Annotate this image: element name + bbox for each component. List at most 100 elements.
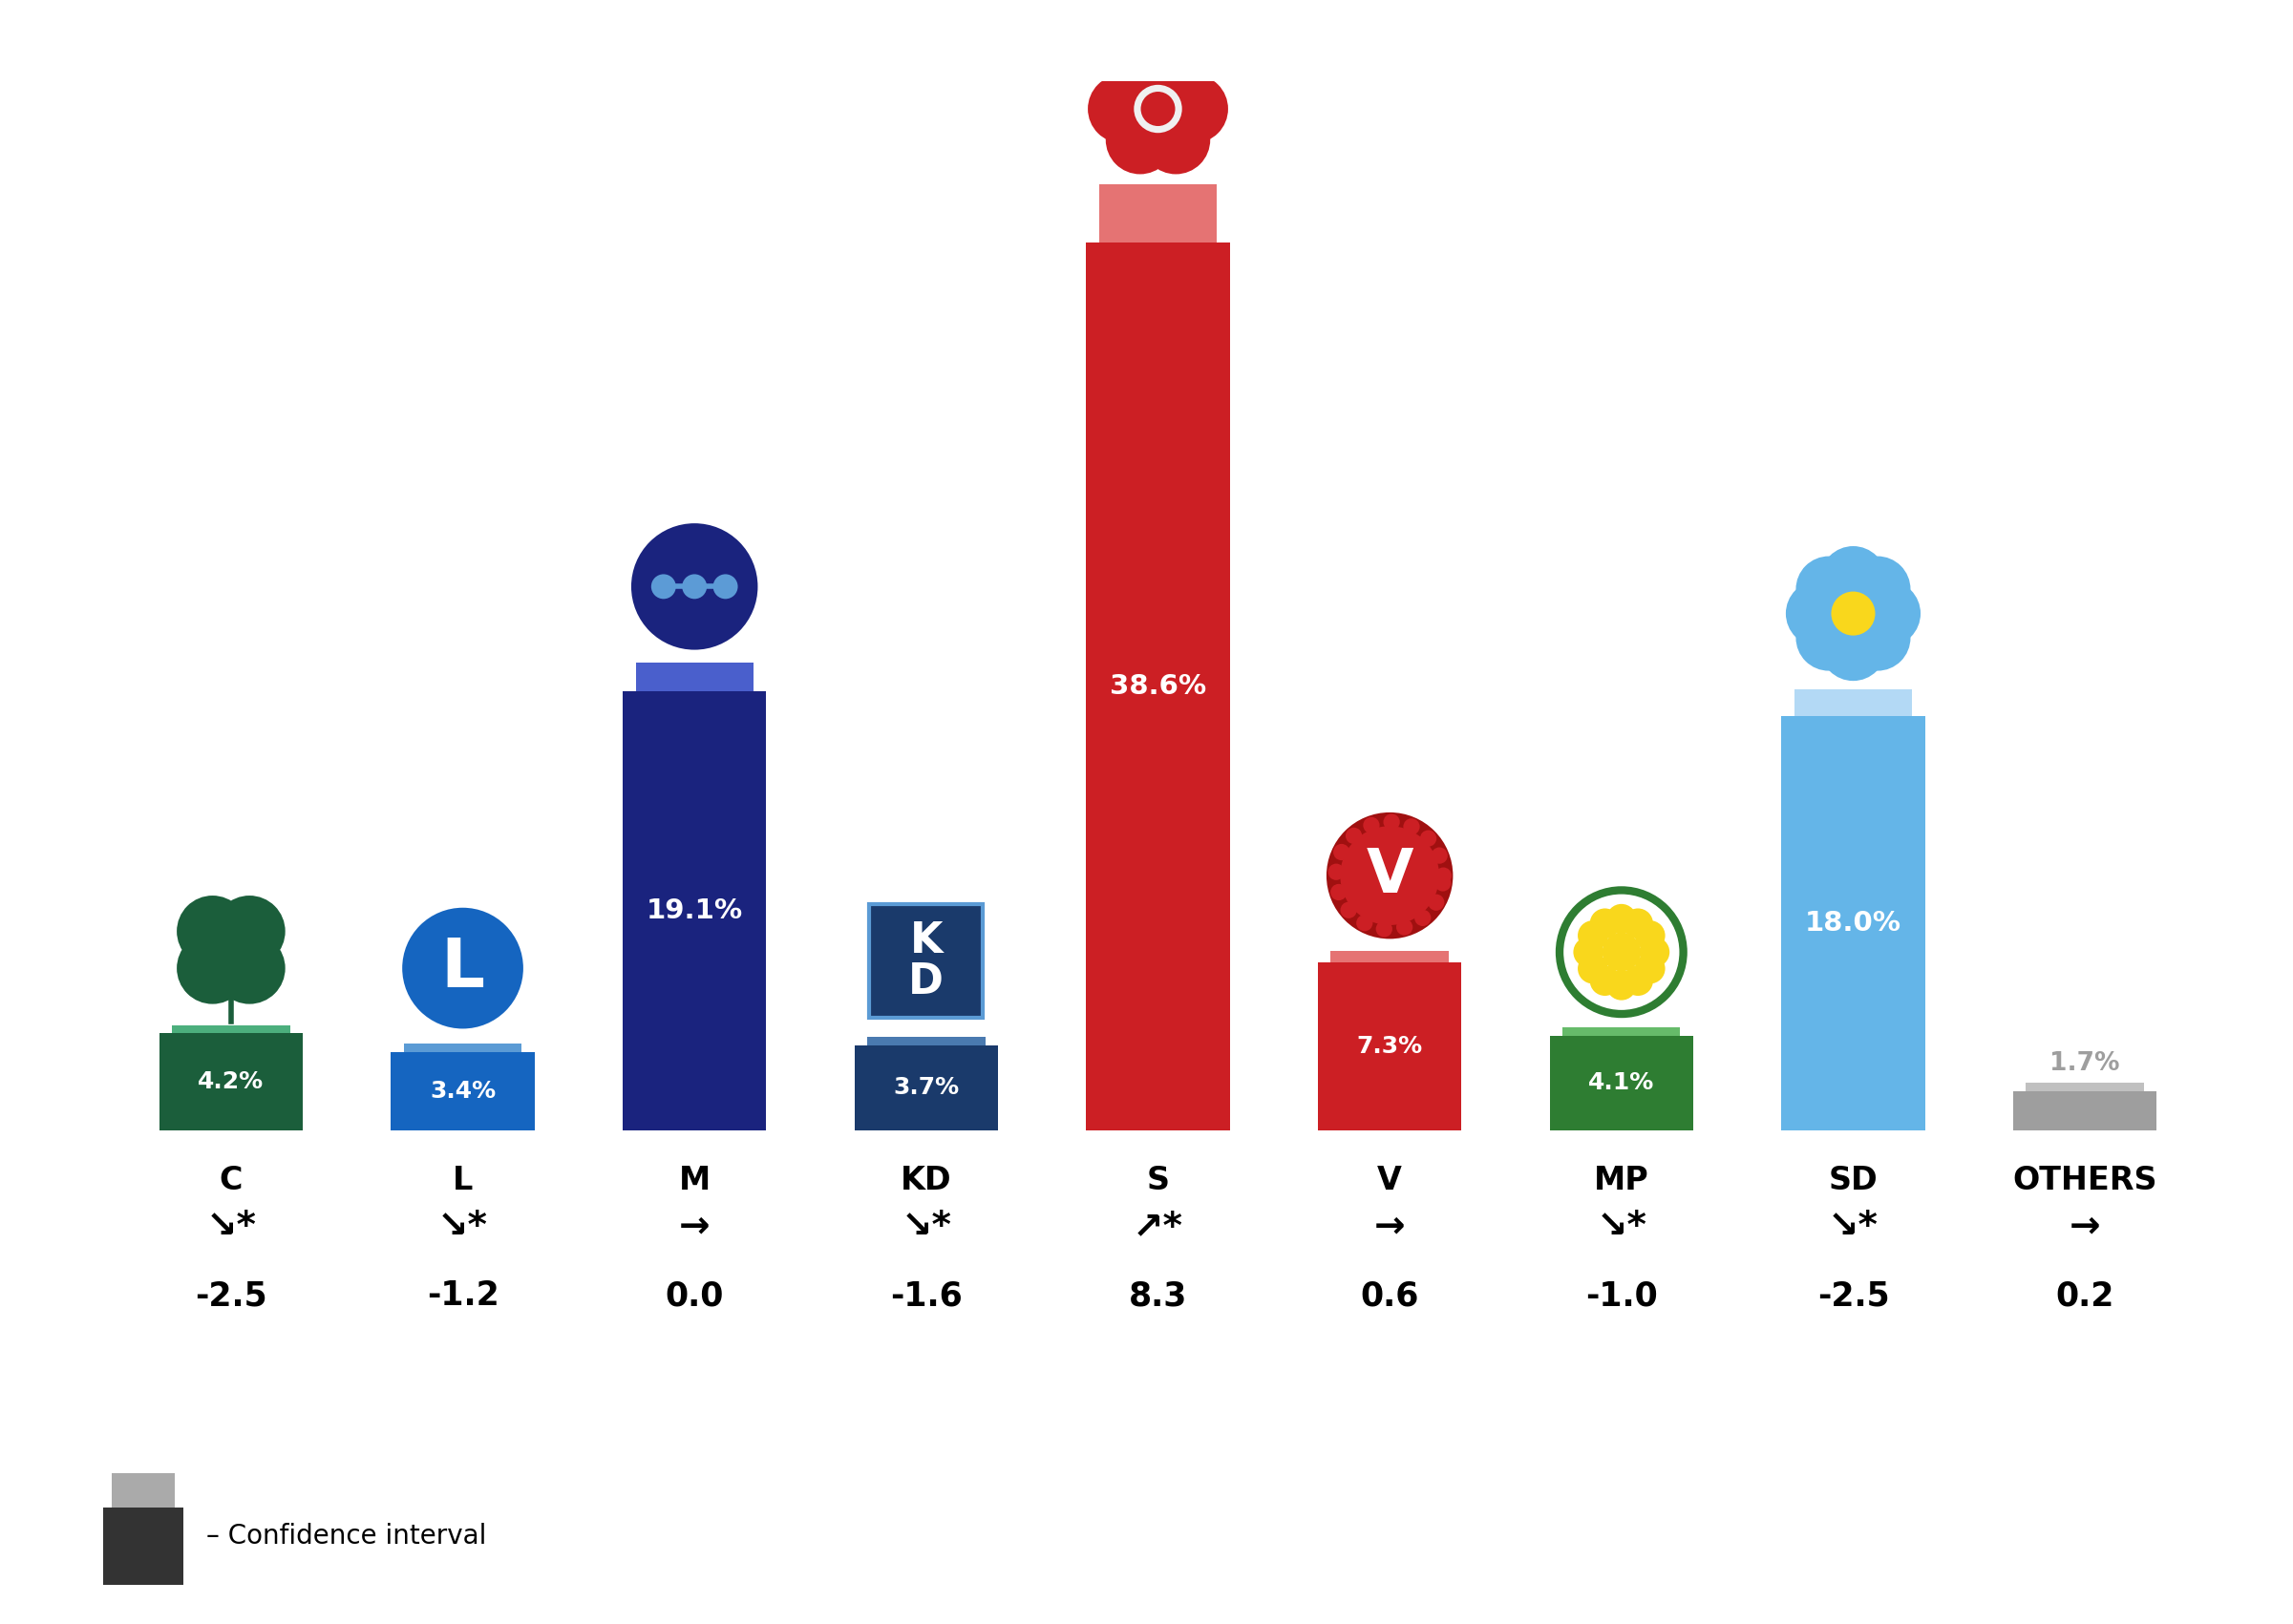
Ellipse shape <box>1635 953 1665 984</box>
Bar <box>2027 1083 2144 1091</box>
Text: ↘*: ↘* <box>1828 1208 1878 1246</box>
Ellipse shape <box>1105 106 1174 174</box>
Ellipse shape <box>1325 812 1454 939</box>
Bar <box>404 1044 521 1052</box>
Bar <box>1318 961 1461 1130</box>
Text: 7.3%: 7.3% <box>1357 1034 1422 1057</box>
Ellipse shape <box>1396 919 1412 935</box>
Text: V: V <box>1378 1164 1401 1197</box>
Ellipse shape <box>1332 844 1351 861</box>
Text: 0.0: 0.0 <box>665 1280 725 1312</box>
Bar <box>103 1507 183 1585</box>
Text: -2.5: -2.5 <box>1816 1280 1889 1312</box>
Text: ↗*: ↗* <box>1133 1208 1183 1246</box>
Ellipse shape <box>1376 921 1392 937</box>
Ellipse shape <box>1431 848 1447 864</box>
Ellipse shape <box>1623 908 1653 939</box>
Bar <box>855 1044 997 1130</box>
Ellipse shape <box>1135 84 1181 133</box>
Ellipse shape <box>1160 75 1229 143</box>
Text: 38.6%: 38.6% <box>1110 672 1206 700</box>
Bar <box>1782 716 1926 1130</box>
Text: 0.6: 0.6 <box>1360 1280 1419 1312</box>
Ellipse shape <box>1832 591 1876 635</box>
Bar <box>172 1025 289 1033</box>
Text: 8.3: 8.3 <box>1128 1280 1188 1312</box>
Ellipse shape <box>401 908 523 1028</box>
Ellipse shape <box>213 895 284 966</box>
Text: MP: MP <box>1594 1164 1649 1197</box>
Text: L: L <box>440 935 484 1000</box>
Ellipse shape <box>1786 580 1853 646</box>
Bar <box>1562 1028 1681 1036</box>
Ellipse shape <box>1821 615 1887 680</box>
Text: 4.1%: 4.1% <box>1589 1072 1656 1095</box>
Ellipse shape <box>1087 75 1156 143</box>
Text: -1.6: -1.6 <box>890 1280 963 1312</box>
Ellipse shape <box>1142 91 1174 127</box>
Text: →: → <box>1374 1208 1406 1246</box>
Text: ↘*: ↘* <box>206 1208 257 1246</box>
Ellipse shape <box>1603 932 1642 971</box>
Ellipse shape <box>1821 546 1887 612</box>
Ellipse shape <box>1607 905 1637 934</box>
Ellipse shape <box>1578 953 1607 984</box>
Ellipse shape <box>651 575 676 599</box>
Ellipse shape <box>1607 970 1637 1000</box>
Text: 19.1%: 19.1% <box>647 896 743 924</box>
Text: →: → <box>679 1208 711 1246</box>
Bar <box>635 663 754 690</box>
Ellipse shape <box>1355 914 1374 931</box>
Ellipse shape <box>681 575 706 599</box>
Text: →: → <box>2068 1208 2100 1246</box>
Ellipse shape <box>1105 44 1174 112</box>
Text: 0.2: 0.2 <box>2055 1280 2114 1312</box>
Ellipse shape <box>177 932 248 1004</box>
Ellipse shape <box>1573 937 1603 968</box>
Ellipse shape <box>1117 68 1199 149</box>
Bar <box>1087 242 1229 1130</box>
Ellipse shape <box>631 523 757 650</box>
Ellipse shape <box>1795 555 1862 622</box>
Bar <box>2013 1091 2158 1130</box>
Ellipse shape <box>213 932 284 1004</box>
Text: 4.2%: 4.2% <box>197 1070 264 1093</box>
Ellipse shape <box>1362 817 1380 833</box>
Ellipse shape <box>1559 890 1683 1013</box>
Text: D: D <box>908 961 945 1002</box>
Ellipse shape <box>1142 44 1211 112</box>
Text: ↘*: ↘* <box>901 1208 952 1246</box>
Ellipse shape <box>177 895 248 966</box>
Ellipse shape <box>1844 604 1910 671</box>
Bar <box>624 690 766 1130</box>
Bar <box>1330 952 1449 961</box>
Text: ↘*: ↘* <box>1596 1208 1646 1246</box>
Ellipse shape <box>1341 901 1357 918</box>
Text: 3.4%: 3.4% <box>429 1080 495 1103</box>
Text: 18.0%: 18.0% <box>1805 909 1901 937</box>
Ellipse shape <box>1635 921 1665 950</box>
Ellipse shape <box>1330 883 1346 900</box>
Ellipse shape <box>1142 106 1211 174</box>
Bar <box>390 1052 534 1130</box>
Text: V: V <box>1367 846 1412 905</box>
Text: K: K <box>910 921 942 961</box>
Ellipse shape <box>1589 908 1621 939</box>
Ellipse shape <box>1578 921 1607 950</box>
Bar <box>112 1473 174 1507</box>
Text: SD: SD <box>1828 1164 1878 1197</box>
Text: C: C <box>220 1164 243 1197</box>
Ellipse shape <box>1639 937 1669 968</box>
Bar <box>867 1038 986 1044</box>
Text: 3.7%: 3.7% <box>894 1077 958 1099</box>
Ellipse shape <box>1435 875 1451 892</box>
Ellipse shape <box>1589 966 1621 996</box>
Bar <box>869 905 984 1018</box>
Bar <box>1098 185 1218 242</box>
Ellipse shape <box>1328 864 1344 880</box>
Text: – Confidence interval: – Confidence interval <box>206 1523 486 1549</box>
Text: S: S <box>1146 1164 1169 1197</box>
Text: KD: KD <box>901 1164 952 1197</box>
Ellipse shape <box>1429 895 1445 911</box>
Ellipse shape <box>1419 830 1435 846</box>
